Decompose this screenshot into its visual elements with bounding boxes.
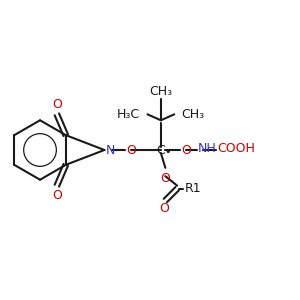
Text: R1: R1 <box>185 182 201 195</box>
Text: O: O <box>160 172 170 185</box>
Text: C: C <box>157 143 165 157</box>
Text: NH: NH <box>198 142 217 155</box>
Text: O: O <box>127 143 136 157</box>
Text: •: • <box>164 147 171 158</box>
Text: CH₃: CH₃ <box>149 85 172 98</box>
Text: N: N <box>106 143 115 157</box>
Text: O: O <box>159 202 169 215</box>
Text: O: O <box>182 143 192 157</box>
Text: H₃C: H₃C <box>117 108 140 121</box>
Text: CH₃: CH₃ <box>182 108 205 121</box>
Text: O: O <box>52 189 62 202</box>
Text: COOH: COOH <box>218 142 255 155</box>
Text: O: O <box>52 98 62 111</box>
